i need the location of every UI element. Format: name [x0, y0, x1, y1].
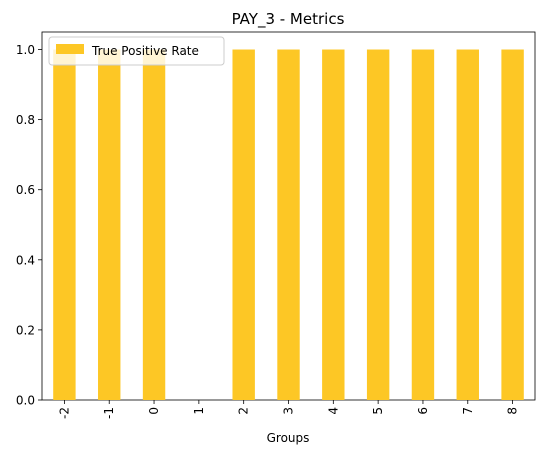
x-axis-label: Groups	[267, 431, 310, 445]
x-tick-label-7: 7	[461, 407, 475, 415]
y-tick-label: 1.0	[16, 43, 35, 57]
chart-title: PAY_3 - Metrics	[232, 10, 345, 29]
y-axis: 0.0 0.2 0.4 0.6 0.8 1.0	[16, 43, 42, 408]
legend-swatch	[56, 44, 84, 54]
x-tick-label-2: 2	[237, 407, 251, 415]
bar-6	[411, 49, 435, 401]
x-axis: -2 -1 0 1 2 3 4 5 6 7 8	[57, 400, 520, 419]
bar-5	[366, 49, 390, 401]
bar--1	[98, 49, 121, 401]
y-tick-label: 0.0	[16, 394, 35, 408]
y-tick-label: 0.6	[16, 183, 35, 197]
x-tick-label-4: 4	[326, 407, 340, 415]
bar-7	[456, 49, 479, 401]
x-tick-label-0: 0	[147, 407, 161, 415]
bar-4	[322, 49, 345, 401]
x-tick-label-3: 3	[282, 407, 296, 415]
x-tick-label-5: 5	[371, 407, 385, 415]
legend-label-true-positive-rate: True Positive Rate	[91, 44, 199, 58]
x-tick-label-8: 8	[506, 407, 520, 415]
y-tick-label: 0.2	[16, 323, 35, 337]
x-tick-label--2: -2	[57, 407, 71, 419]
bar-3	[277, 49, 300, 401]
y-tick-label: 0.4	[16, 253, 35, 267]
legend-box	[48, 36, 225, 66]
bar-8	[501, 49, 524, 401]
x-tick-label-6: 6	[416, 407, 430, 415]
y-tick-label: 0.8	[16, 113, 35, 127]
bar-2	[232, 49, 255, 401]
bar-0	[142, 49, 166, 401]
legend: True Positive Rate	[48, 36, 225, 66]
bars-group	[53, 49, 524, 401]
x-tick-label-1: 1	[192, 407, 206, 415]
bar--2	[53, 49, 76, 401]
x-tick-label--1: -1	[102, 407, 116, 419]
